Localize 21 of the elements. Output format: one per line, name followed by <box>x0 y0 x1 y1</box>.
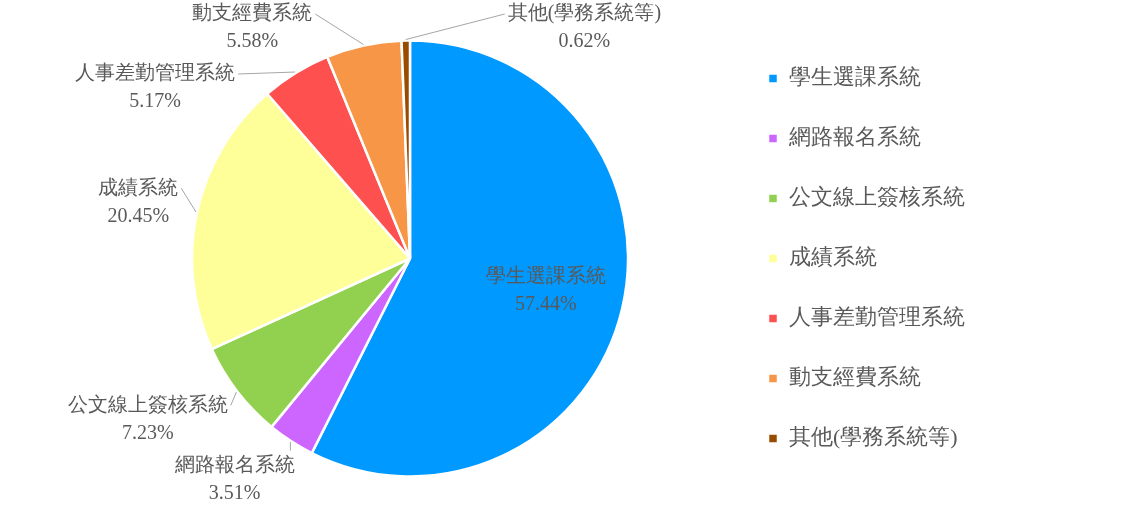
slice-label: 人事差勤管理系統 <box>75 61 236 84</box>
data-label: 20.45% <box>107 203 170 226</box>
legend-label: 網路報名系統 <box>788 124 921 150</box>
slice-label: 其他(學務系統等) <box>507 1 662 25</box>
slice-label: 公文線上簽核系統 <box>67 392 228 415</box>
data-label: 7.23% <box>121 420 174 443</box>
data-label: 57.44% <box>514 292 577 315</box>
slice-label: 成績系統 <box>98 175 179 198</box>
legend-label: 成績系統 <box>789 244 877 270</box>
data-label: 5.58% <box>226 29 279 52</box>
legend-label: 學生選課系統 <box>789 64 921 90</box>
legend-label: 其他(學務系統等) <box>789 424 958 450</box>
slice-label: 動支經費系統 <box>192 1 313 24</box>
legend-label: 人事差勤管理系統 <box>789 304 965 330</box>
slice-label: 網路報名系統 <box>173 452 295 475</box>
data-label: 0.62% <box>558 29 611 52</box>
data-label: 3.51% <box>208 480 261 503</box>
legend-label: 動支經費系統 <box>789 364 921 390</box>
data-label: 5.17% <box>129 89 182 112</box>
slice-label: 學生選課系統 <box>485 264 606 287</box>
legend-label: 公文線上簽核系統 <box>789 184 965 210</box>
